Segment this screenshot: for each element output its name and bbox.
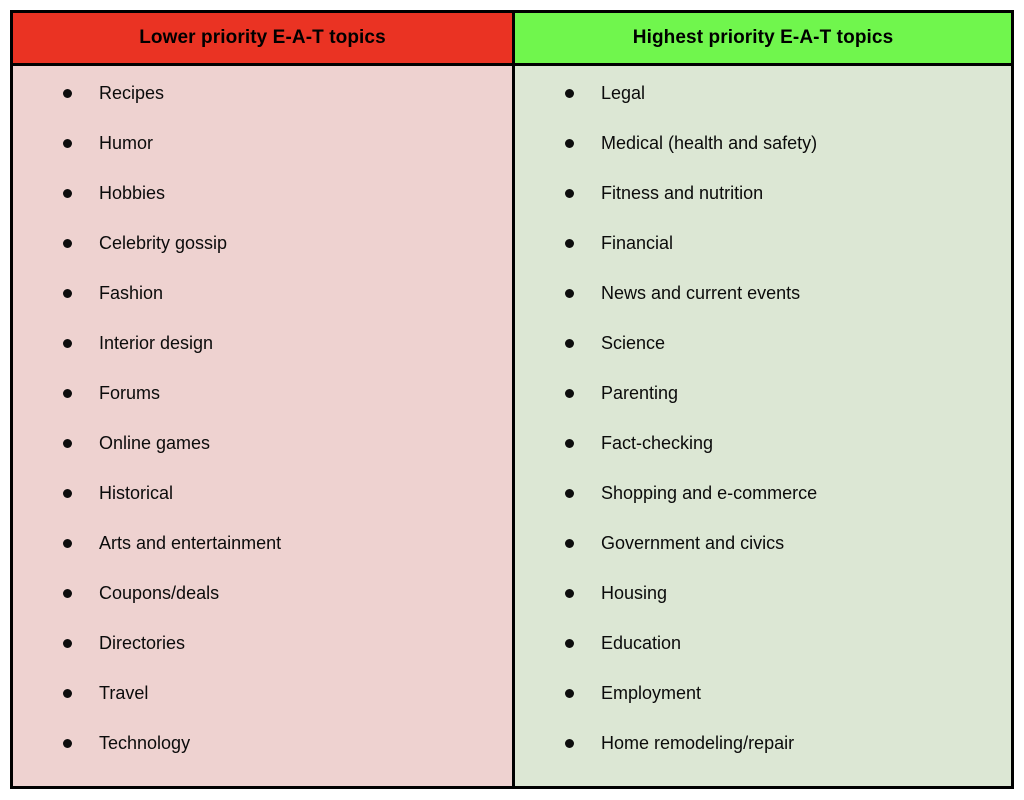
- list-item-label: Fitness and nutrition: [601, 182, 764, 203]
- bullet-icon: [565, 688, 574, 698]
- list-item: Hobbies: [13, 168, 512, 218]
- list-item: Interior design: [13, 318, 512, 368]
- list-item-label: Education: [601, 632, 682, 653]
- list-item: Education: [515, 618, 1011, 668]
- list-item-label: Housing: [601, 582, 668, 603]
- list-item: Technology: [13, 718, 512, 768]
- list-item-label: News and current events: [601, 282, 801, 303]
- bullet-icon: [565, 488, 574, 498]
- bullet-icon: [565, 738, 574, 748]
- list-item: Directories: [13, 618, 512, 668]
- highest-priority-list: Legal Medical (health and safety) Fitness …: [515, 66, 1011, 786]
- list-item-label: Shopping and e-commerce: [601, 482, 818, 503]
- bullet-icon: [565, 288, 574, 298]
- bullet-icon: [565, 338, 574, 348]
- list-item-label: Arts and entertainment: [99, 532, 282, 553]
- list-item-label: Legal: [601, 82, 646, 103]
- list-item: Celebrity gossip: [13, 218, 512, 268]
- list-item: Online games: [13, 418, 512, 468]
- bullet-icon: [63, 738, 72, 748]
- list-item-label: Celebrity gossip: [99, 232, 228, 253]
- bullet-icon: [63, 138, 72, 148]
- list-item-label: Humor: [99, 132, 154, 153]
- list-item: Travel: [13, 668, 512, 718]
- list-item: Employment: [515, 668, 1011, 718]
- list-item-label: Science: [601, 332, 666, 353]
- list-item-label: Medical (health and safety): [601, 132, 818, 153]
- list-item-label: Government and civics: [601, 532, 785, 553]
- list-item-label: Fact-checking: [601, 432, 714, 453]
- list-item: Financial: [515, 218, 1011, 268]
- bullet-icon: [63, 188, 72, 198]
- bullet-icon: [63, 288, 72, 298]
- list-item: Housing: [515, 568, 1011, 618]
- bullet-icon: [565, 238, 574, 248]
- bullet-icon: [565, 388, 574, 398]
- list-item-label: Directories: [99, 632, 186, 653]
- list-item: Medical (health and safety): [515, 118, 1011, 168]
- lower-priority-header: Lower priority E-A-T topics: [13, 13, 512, 66]
- list-item: Humor: [13, 118, 512, 168]
- highest-priority-header: Highest priority E-A-T topics: [515, 13, 1011, 66]
- bullet-icon: [63, 438, 72, 448]
- highest-priority-column: Highest priority E-A-T topics Legal Medic…: [512, 13, 1011, 786]
- list-item-label: Recipes: [99, 82, 165, 103]
- bullet-icon: [565, 188, 574, 198]
- list-item: Coupons/deals: [13, 568, 512, 618]
- list-item: Recipes: [13, 68, 512, 118]
- list-item: Forums: [13, 368, 512, 418]
- bullet-icon: [63, 88, 72, 98]
- bullet-icon: [63, 688, 72, 698]
- bullet-icon: [63, 638, 72, 648]
- lower-priority-list: Recipes Humor Hobbies Celebrity gossip Fashi…: [13, 66, 512, 786]
- list-item-label: Historical: [99, 482, 174, 503]
- bullet-icon: [63, 488, 72, 498]
- list-item: Home remodeling/repair: [515, 718, 1011, 768]
- list-item-label: Financial: [601, 232, 674, 253]
- bullet-icon: [63, 538, 72, 548]
- list-item: Legal: [515, 68, 1011, 118]
- bullet-icon: [565, 588, 574, 598]
- list-item-label: Technology: [99, 732, 191, 753]
- list-item: Fact-checking: [515, 418, 1011, 468]
- list-item: Arts and entertainment: [13, 518, 512, 568]
- list-item-label: Interior design: [99, 332, 214, 353]
- list-item-label: Employment: [601, 682, 702, 703]
- bullet-icon: [565, 638, 574, 648]
- list-item-label: Hobbies: [99, 182, 166, 203]
- list-item: Fashion: [13, 268, 512, 318]
- list-item-label: Home remodeling/repair: [601, 732, 795, 753]
- list-item: News and current events: [515, 268, 1011, 318]
- bullet-icon: [63, 388, 72, 398]
- eat-topics-table: Lower priority E-A-T topics Recipes Humor…: [10, 10, 1014, 789]
- bullet-icon: [63, 338, 72, 348]
- list-item: Government and civics: [515, 518, 1011, 568]
- list-item: Fitness and nutrition: [515, 168, 1011, 218]
- lower-priority-column: Lower priority E-A-T topics Recipes Humor…: [13, 13, 512, 786]
- list-item-label: Travel: [99, 682, 149, 703]
- bullet-icon: [565, 138, 574, 148]
- list-item-label: Forums: [99, 382, 161, 403]
- list-item: Historical: [13, 468, 512, 518]
- list-item-label: Coupons/deals: [99, 582, 220, 603]
- bullet-icon: [63, 238, 72, 248]
- list-item: Shopping and e-commerce: [515, 468, 1011, 518]
- bullet-icon: [565, 88, 574, 98]
- list-item: Parenting: [515, 368, 1011, 418]
- bullet-icon: [565, 438, 574, 448]
- list-item-label: Online games: [99, 432, 211, 453]
- bullet-icon: [63, 588, 72, 598]
- list-item-label: Fashion: [99, 282, 164, 303]
- list-item-label: Parenting: [601, 382, 679, 403]
- bullet-icon: [565, 538, 574, 548]
- list-item: Science: [515, 318, 1011, 368]
